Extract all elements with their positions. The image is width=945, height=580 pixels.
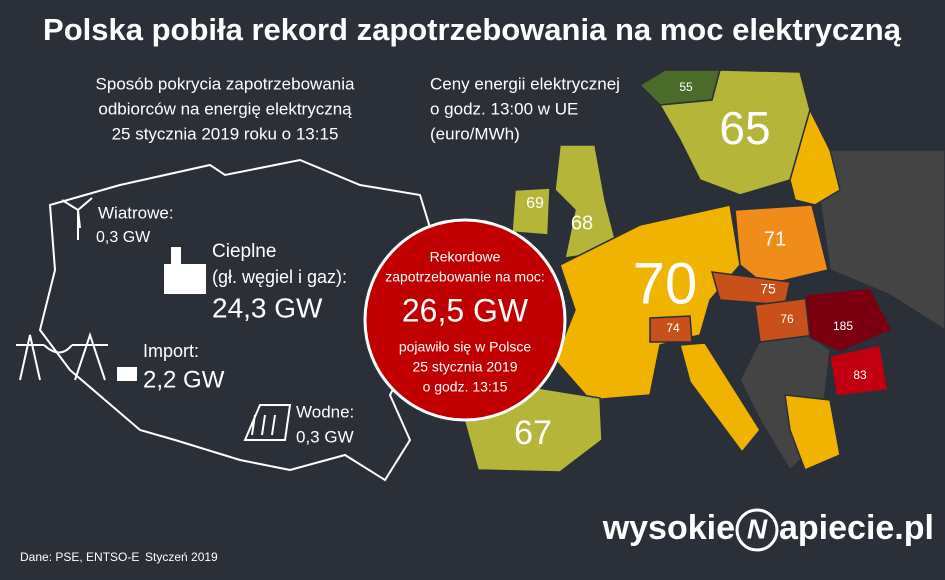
source-value: 0,3 GW <box>296 427 354 446</box>
logo-right: apiecie.pl <box>779 509 934 547</box>
record-value: 26,5 GW <box>402 292 529 328</box>
subtitle: odbiorców na energię elektryczną <box>98 99 352 118</box>
subtitle: Sposób pokrycia zapotrzebowania <box>96 74 355 93</box>
source-value: 24,3 GW <box>212 292 323 323</box>
icons <box>16 197 292 441</box>
map-title: o godz. 13:00 w UE <box>430 99 578 118</box>
map-title: (euro/MWh) <box>430 124 520 143</box>
price-label: 185 <box>833 319 853 333</box>
price-label: 67 <box>514 414 552 452</box>
footer-date: Styczeń 2019 <box>145 550 218 564</box>
footer-source: Dane: PSE, ENTSO-E <box>20 550 139 564</box>
logo-mark: N <box>747 513 768 544</box>
source-name: Wodne: <box>296 402 354 421</box>
price-label: 70 <box>633 251 698 316</box>
logo-icon <box>735 508 779 552</box>
price-label: 69 <box>526 195 544 212</box>
record-note: 25 stycznia 2019 <box>412 359 517 375</box>
source-name: Wiatrowe: <box>98 203 174 222</box>
price-label: 76 <box>780 312 794 326</box>
source-value: 0,3 GW <box>96 229 151 246</box>
source-note: (gł. węgiel i gaz): <box>212 267 347 287</box>
record-note: pojawiło się w Polsce <box>399 339 531 355</box>
price-label: 75 <box>760 281 776 297</box>
price-label: 65 <box>719 102 770 154</box>
subtitle: 25 stycznia 2019 roku o 13:15 <box>112 124 339 143</box>
source-name: Import: <box>143 341 199 361</box>
price-label: 83 <box>853 368 867 382</box>
record-circle <box>363 218 567 422</box>
record-note: o godz. 13:15 <box>423 379 508 395</box>
price-label: 71 <box>764 228 786 250</box>
map-title: Ceny energii elektrycznej <box>430 74 620 93</box>
price-label: 55 <box>679 80 693 94</box>
logo-left: wysokie <box>602 509 735 547</box>
price-label: 68 <box>571 212 593 234</box>
title: Polska pobiła rekord zapotrzebowania na … <box>43 12 902 47</box>
price-label: 74 <box>666 321 680 335</box>
record-label: Rekordowe <box>430 249 501 265</box>
record-label: zapotrzebowanie na moc: <box>385 269 545 285</box>
europe-map <box>459 69 945 473</box>
source-value: 2,2 GW <box>143 366 225 393</box>
poland-outline <box>38 158 442 482</box>
source-name: Cieplne <box>212 241 276 262</box>
